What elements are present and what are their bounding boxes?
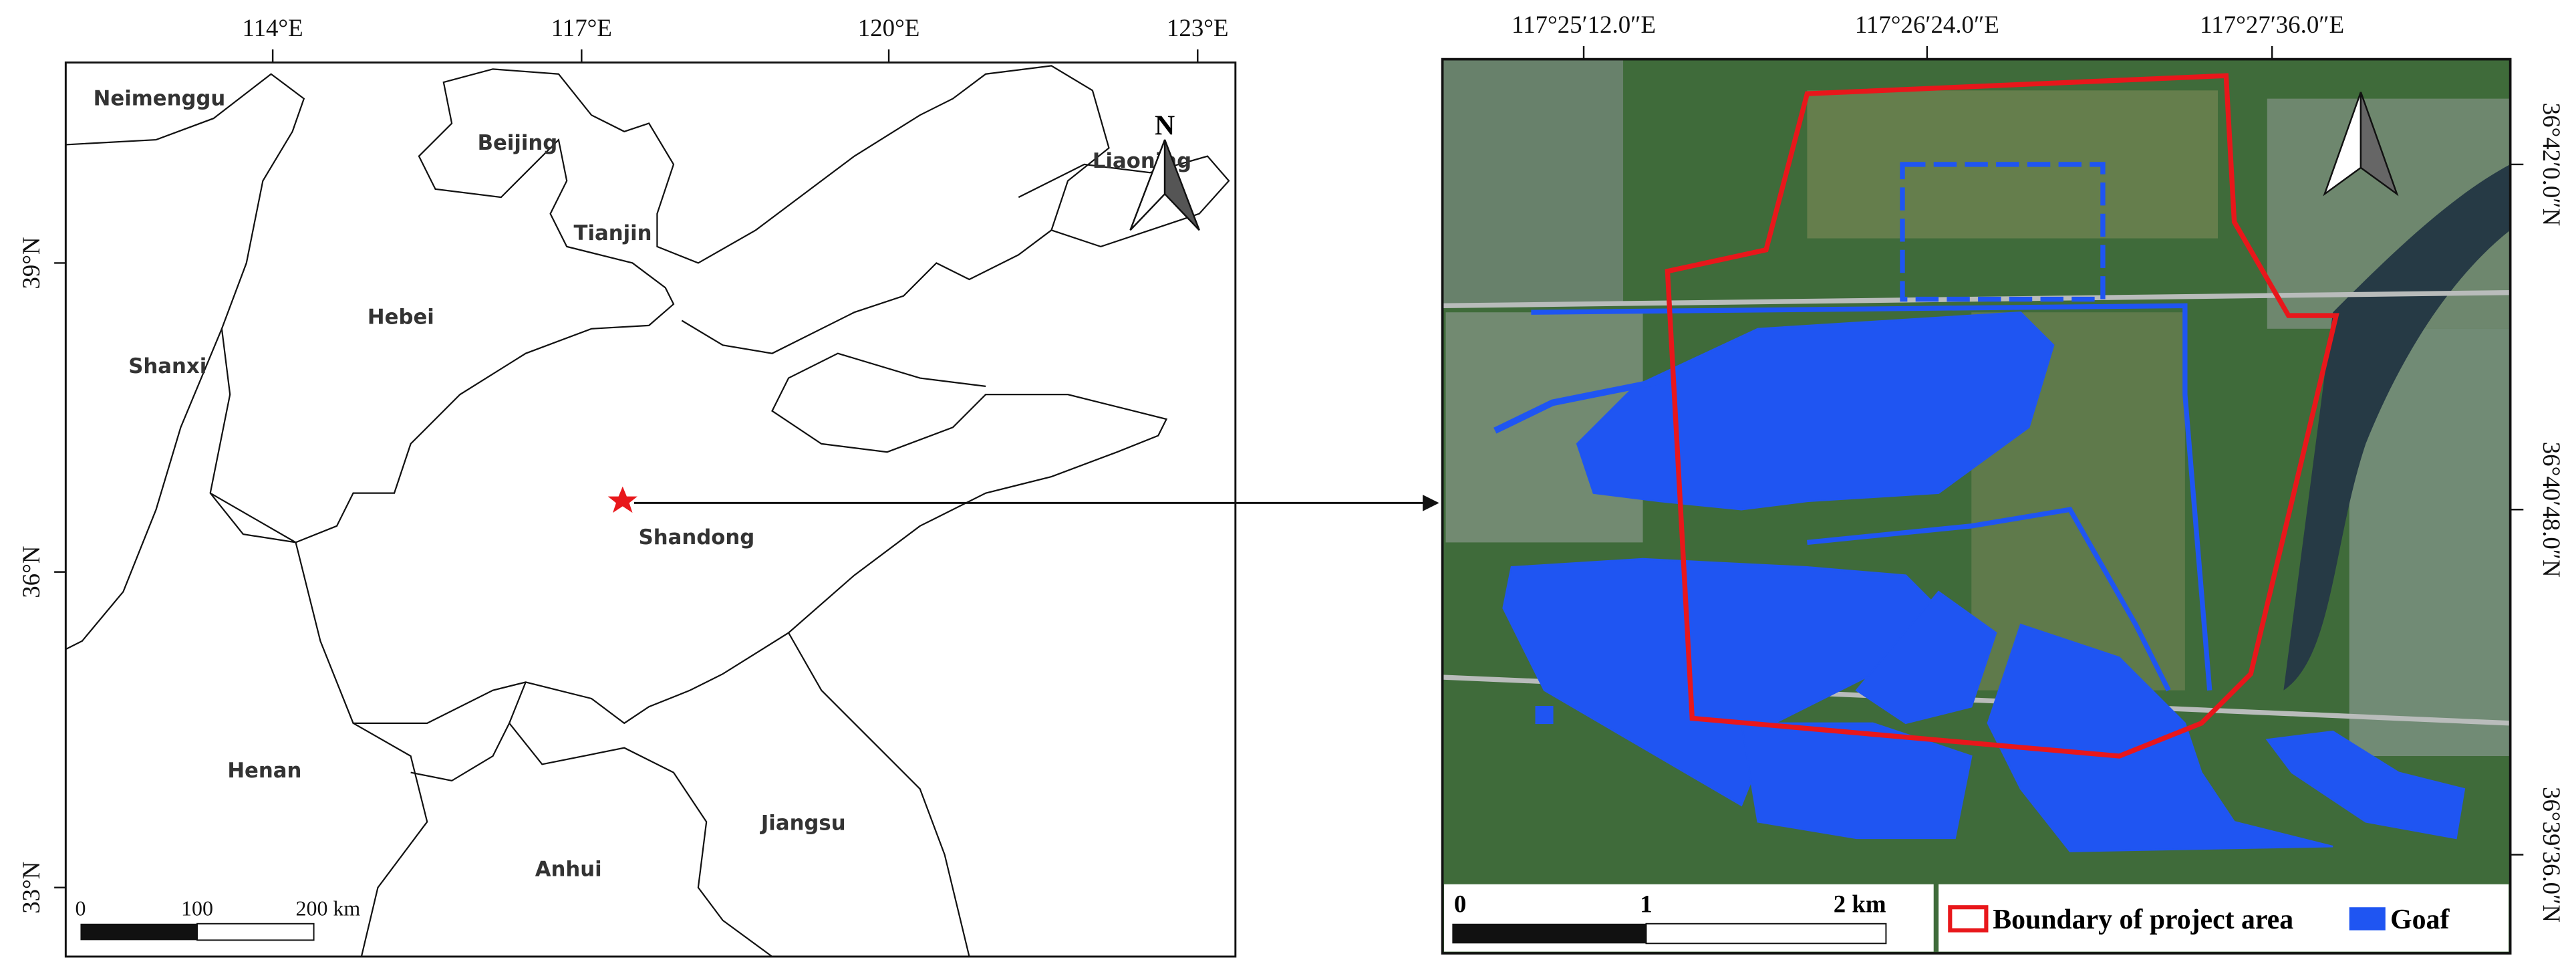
- boundary: [65, 328, 223, 650]
- goaf-edge: [1493, 374, 1677, 434]
- lon-ticks: 117°25′12.0″E 117°26′24.0″E 117°27′36.0″…: [1512, 11, 2344, 59]
- scale-segment: [1452, 923, 1647, 944]
- boundary: [410, 723, 511, 782]
- north-label: N: [1155, 111, 1175, 142]
- road: [1442, 290, 2511, 309]
- goaf-edge: [1531, 303, 2212, 691]
- scale-label: 0: [75, 896, 86, 920]
- lon-label: 117°E: [551, 14, 612, 41]
- map-frame: [64, 62, 1237, 958]
- boundary: [1018, 155, 1230, 248]
- lon-ticks: 114°E 117°E 120°E 123°E: [243, 14, 1229, 63]
- boundary: [210, 352, 1168, 725]
- north-arrow: N: [1129, 111, 1200, 231]
- legend: Boundary of project area Goaf: [1939, 884, 2509, 952]
- goaf: [2265, 730, 2466, 840]
- lat-label: 36°N: [17, 546, 45, 598]
- boundary: [353, 722, 428, 957]
- lat-label: 36°40′48.0″N: [2538, 442, 2565, 578]
- lat-label: 33°N: [17, 862, 45, 914]
- legend-box: [1939, 884, 2509, 952]
- region-label: Shanxi: [128, 354, 206, 378]
- boundary: [508, 681, 773, 957]
- legend-label: Boundary of project area: [1993, 904, 2293, 935]
- region-label: Tianjin: [574, 221, 652, 245]
- lon-label: 120°E: [858, 14, 920, 41]
- lat-label: 36°39′36.0″N: [2538, 787, 2565, 923]
- lat-label: 39°N: [17, 237, 45, 289]
- boundaries: [65, 65, 1230, 957]
- scale-segment: [80, 923, 198, 941]
- region-label: Neimenggu: [94, 86, 226, 110]
- region-label: Hebei: [368, 305, 434, 329]
- scale-segment: [196, 923, 315, 941]
- project-boundary: [1665, 73, 2339, 759]
- region-label: Shandong: [639, 525, 755, 549]
- scale-bar: 0 100 200 km: [75, 896, 361, 941]
- goaf: [1502, 558, 1940, 807]
- scale-label: 100: [181, 896, 213, 920]
- lon-label: 114°E: [243, 14, 303, 41]
- region-label: Anhui: [535, 857, 602, 881]
- scale-label: 2 km: [1834, 890, 1886, 918]
- goaf: [1740, 722, 1973, 840]
- lon-label: 117°26′24.0″E: [1855, 11, 1999, 38]
- legend-swatch: [1948, 905, 1989, 933]
- scale-label: 0: [1454, 890, 1466, 918]
- lat-label: 36°42′0.0″N: [2538, 103, 2565, 227]
- arrow-half: [2359, 92, 2399, 197]
- lon-label: 117°25′12.0″E: [1512, 11, 1656, 38]
- region-label: Beijing: [478, 131, 558, 155]
- river: [2283, 164, 2511, 691]
- map-frame: [1441, 57, 2512, 955]
- arrow-head: [1423, 495, 1439, 511]
- goaf: [1576, 311, 2055, 511]
- lon-label: 123°E: [1167, 14, 1229, 41]
- study-site-star: [607, 486, 637, 513]
- scale-bar: 0 1 2 km: [1444, 884, 1934, 952]
- region-label: Jiangsu: [760, 812, 846, 836]
- goaf-edge: [1807, 507, 2171, 692]
- legend-swatch: [2349, 907, 2386, 931]
- lat-ticks: 39°N 36°N 33°N: [17, 237, 66, 914]
- scale-segment: [1645, 923, 1887, 945]
- legend-label: Goaf: [2390, 904, 2450, 935]
- region-label: Henan: [227, 759, 301, 783]
- lon-label: 117°27′36.0″E: [2200, 11, 2344, 38]
- arrow-half: [1163, 139, 1200, 231]
- north-arrow: [2323, 92, 2399, 197]
- goaf-boundary: [1900, 162, 2106, 302]
- goaf: [1535, 706, 1554, 725]
- lat-ticks: 36°42′0.0″N 36°40′48.0″N 36°39′36.0″N: [2510, 103, 2565, 923]
- urban-area: [1442, 59, 1624, 306]
- location-map: 114°E 117°E 120°E 123°E 39°N 36°N 33°N N…: [17, 14, 1237, 958]
- study-area-map: 117°25′12.0″E 117°26′24.0″E 117°27′36.0″…: [1441, 11, 2565, 955]
- goaf: [1855, 590, 1997, 725]
- scale-label: 1: [1640, 890, 1652, 918]
- scale-label: 200 km: [296, 896, 361, 920]
- boundary: [788, 632, 970, 957]
